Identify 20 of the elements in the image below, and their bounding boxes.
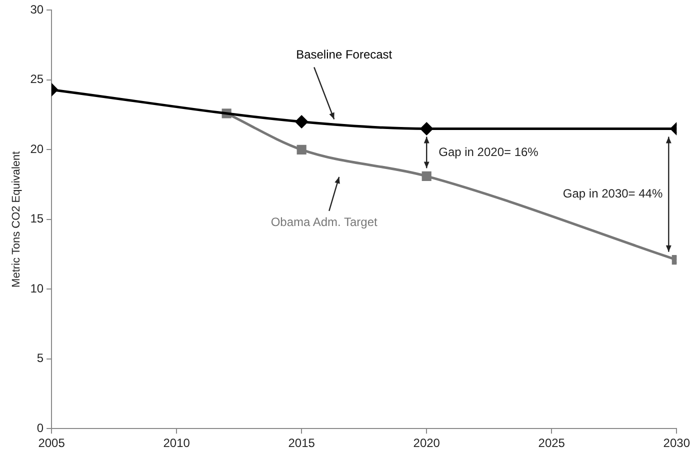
y-tick-label: 0: [36, 420, 44, 435]
y-tick-label: 25: [30, 72, 44, 86]
annotation: Gap in 2030= 44%: [562, 186, 663, 201]
y-tick-label: 15: [30, 212, 44, 226]
y-tick-label: 10: [30, 281, 44, 296]
y-tick-label: 20: [30, 142, 44, 156]
x-tick-label: 2025: [538, 436, 566, 450]
x-tick-label: 2020: [413, 436, 440, 450]
point: [422, 171, 432, 181]
x-tick-label: 2015: [288, 436, 316, 450]
text: Baseline Forecast: [296, 48, 393, 62]
y-tick-label: 5: [36, 351, 44, 366]
annotation: Gap in 2020= 16%: [438, 144, 539, 159]
x-tick-label: 2010: [163, 436, 190, 450]
x-tick-label: 2005: [38, 436, 66, 450]
y-tick-label: 30: [30, 2, 44, 17]
x-tick-label: 2030: [663, 436, 690, 450]
y-axis-title: Metric Tons CO2 Equivalent: [10, 151, 23, 288]
point: [296, 144, 306, 154]
text: Obama Adm. Target: [270, 215, 378, 230]
